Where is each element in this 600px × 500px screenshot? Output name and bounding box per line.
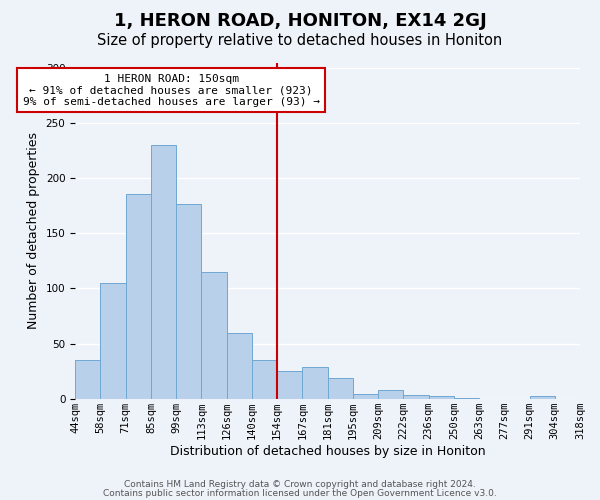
Bar [428,396,454,398]
Bar [403,396,428,398]
Text: 1, HERON ROAD, HONITON, EX14 2GJ: 1, HERON ROAD, HONITON, EX14 2GJ [113,12,487,30]
Text: Contains HM Land Registry data © Crown copyright and database right 2024.: Contains HM Land Registry data © Crown c… [124,480,476,489]
Bar [202,272,227,398]
Bar [530,396,555,398]
Bar [151,145,176,399]
Text: Contains public sector information licensed under the Open Government Licence v3: Contains public sector information licen… [103,488,497,498]
Bar [176,204,202,398]
Bar [277,371,302,398]
Bar [75,360,100,399]
Bar [353,394,378,398]
Y-axis label: Number of detached properties: Number of detached properties [27,132,40,329]
Text: 1 HERON ROAD: 150sqm
← 91% of detached houses are smaller (923)
9% of semi-detac: 1 HERON ROAD: 150sqm ← 91% of detached h… [23,74,320,106]
Text: Size of property relative to detached houses in Honiton: Size of property relative to detached ho… [97,32,503,48]
X-axis label: Distribution of detached houses by size in Honiton: Distribution of detached houses by size … [170,444,485,458]
Bar [100,283,125,399]
Bar [125,194,151,398]
Bar [328,378,353,398]
Bar [302,366,328,398]
Bar [378,390,403,398]
Bar [252,360,277,399]
Bar [227,332,252,398]
